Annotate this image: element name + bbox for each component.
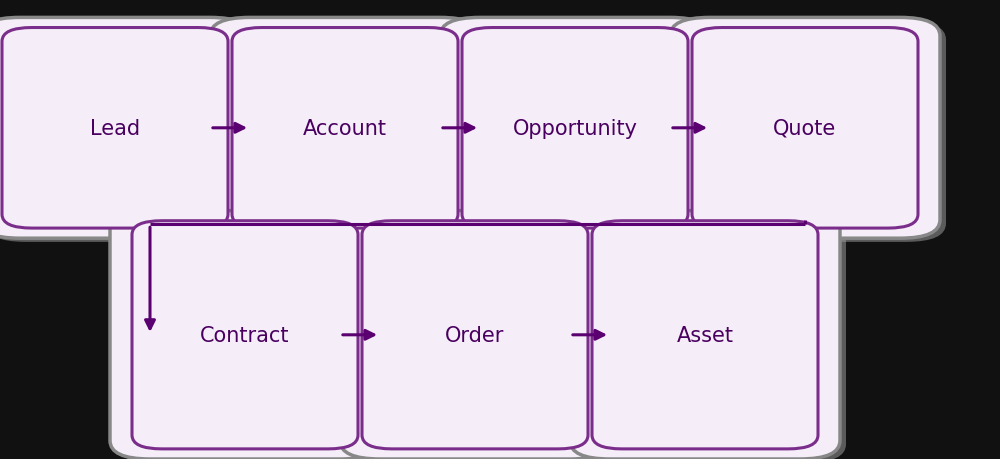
FancyBboxPatch shape	[232, 28, 458, 229]
FancyBboxPatch shape	[692, 28, 918, 229]
FancyBboxPatch shape	[592, 221, 818, 449]
FancyBboxPatch shape	[462, 28, 688, 229]
FancyBboxPatch shape	[446, 22, 716, 242]
FancyBboxPatch shape	[110, 211, 380, 459]
Text: Asset: Asset	[676, 325, 734, 345]
FancyBboxPatch shape	[0, 22, 256, 242]
FancyBboxPatch shape	[440, 18, 710, 239]
Text: Account: Account	[303, 118, 387, 139]
FancyBboxPatch shape	[670, 18, 940, 239]
FancyBboxPatch shape	[116, 215, 386, 459]
FancyBboxPatch shape	[340, 211, 610, 459]
FancyBboxPatch shape	[2, 28, 228, 229]
Text: Lead: Lead	[90, 118, 140, 139]
FancyBboxPatch shape	[132, 221, 358, 449]
FancyBboxPatch shape	[570, 211, 840, 459]
Text: Contract: Contract	[200, 325, 290, 345]
Text: Order: Order	[445, 325, 505, 345]
FancyBboxPatch shape	[0, 18, 250, 239]
Text: Quote: Quote	[773, 118, 837, 139]
FancyBboxPatch shape	[676, 22, 946, 242]
FancyBboxPatch shape	[346, 215, 616, 459]
FancyBboxPatch shape	[576, 215, 846, 459]
FancyBboxPatch shape	[216, 22, 486, 242]
Text: Opportunity: Opportunity	[512, 118, 638, 139]
FancyBboxPatch shape	[362, 221, 588, 449]
FancyBboxPatch shape	[210, 18, 480, 239]
